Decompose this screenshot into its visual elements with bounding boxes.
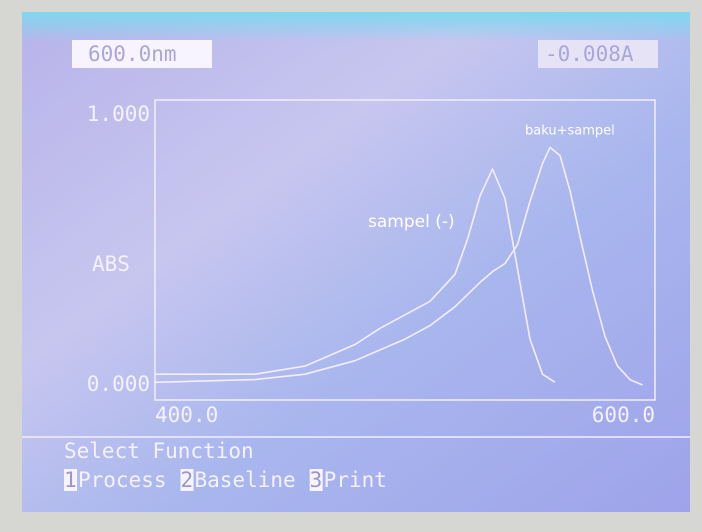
menu-key: 2 xyxy=(181,468,194,492)
annotation: baku+sampel xyxy=(525,124,615,139)
footer-menu: 1 Process 2 Baseline 3 Print xyxy=(64,468,387,492)
header-left-box xyxy=(72,40,212,68)
menu-key: 3 xyxy=(310,468,323,492)
x-tick-label: 600.0 xyxy=(592,403,655,427)
menu-item: Baseline xyxy=(195,468,296,492)
header-right: -0.008A xyxy=(545,42,634,66)
menu-key-box xyxy=(64,469,77,491)
menu-key: 1 xyxy=(64,468,77,492)
annotation: sampel (-) xyxy=(368,212,455,232)
y-axis-label: ABS xyxy=(92,252,130,276)
footer-prompt: Select Function xyxy=(64,439,254,463)
plot-frame xyxy=(154,99,656,401)
header-right-box xyxy=(538,40,658,68)
menu-item: Process xyxy=(78,468,167,492)
spectrum-line xyxy=(154,146,643,386)
lcd-screen xyxy=(22,12,690,512)
y-tick-label: 1.000 xyxy=(87,102,150,126)
y-tick-label: 0.000 xyxy=(87,372,150,396)
menu-key-box xyxy=(309,469,323,491)
menu-item: Print xyxy=(324,468,387,492)
screen-glow xyxy=(22,12,690,42)
spectrum-line xyxy=(155,168,556,383)
menu-key-box xyxy=(180,469,194,491)
x-tick-label: 400.0 xyxy=(155,403,218,427)
header-left: 600.0nm xyxy=(88,42,177,66)
